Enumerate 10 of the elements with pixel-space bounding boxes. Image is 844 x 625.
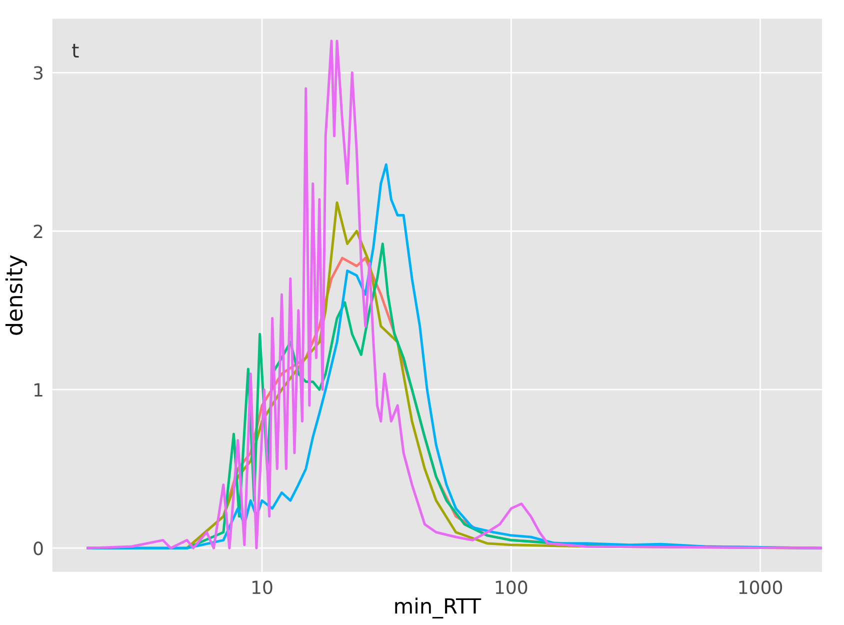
- x-tick-label: 100: [496, 580, 528, 594]
- y-axis-title: density: [5, 255, 27, 335]
- y-tick-label: 3: [34, 66, 43, 80]
- x-tick-label: 1000: [739, 580, 782, 594]
- x-axis-title: min_RTT: [395, 598, 482, 618]
- y-tick-label: 1: [34, 383, 42, 396]
- y-tick-label: 2: [34, 224, 42, 238]
- y-tick-label: 0: [34, 542, 43, 556]
- legend-title: t: [72, 44, 79, 58]
- x-tick-label: 10: [252, 580, 272, 594]
